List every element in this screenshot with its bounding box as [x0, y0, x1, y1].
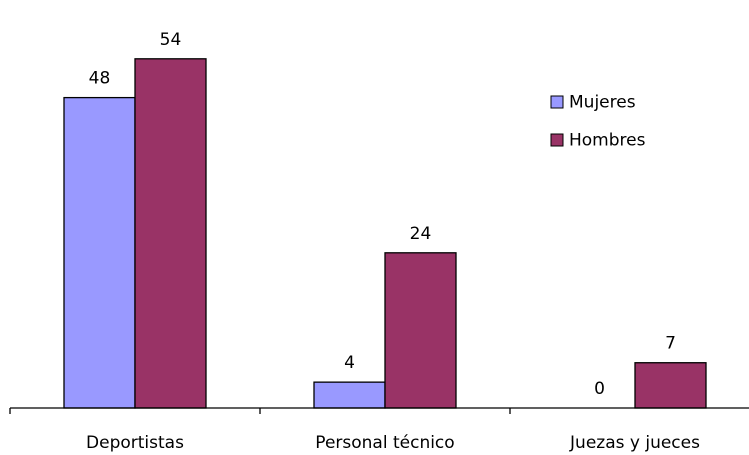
legend-swatch-hombres [550, 133, 564, 147]
data-label-hombres-0: 54 [160, 30, 182, 50]
bar-hombres-0 [134, 58, 207, 409]
legend-label-mujeres: Mujeres [569, 93, 636, 113]
data-label-mujeres-1: 4 [344, 353, 355, 373]
data-label-mujeres-0: 48 [89, 69, 111, 89]
bar-mujeres-1 [313, 381, 386, 409]
bar-hombres-2 [634, 362, 707, 409]
category-label-0: Deportistas [86, 433, 184, 453]
data-label-mujeres-2: 0 [594, 379, 605, 399]
legend-swatch-mujeres [550, 95, 564, 109]
x-axis [9, 407, 749, 414]
bar-mujeres-0 [63, 96, 136, 409]
data-label-hombres-2: 7 [665, 334, 676, 354]
category-label-1: Personal técnico [315, 433, 454, 453]
category-labels-layer: Deportistas Personal técnico Juezas y juec… [86, 433, 700, 453]
category-label-2: Juezas y jueces [569, 433, 700, 453]
data-label-hombres-1: 24 [410, 224, 432, 244]
bars-layer [63, 58, 707, 409]
legend: Mujeres Hombres [550, 93, 646, 151]
value-labels-layer: 48 54 4 24 0 7 [89, 30, 676, 399]
bar-hombres-1 [384, 252, 457, 409]
legend-label-hombres: Hombres [569, 131, 646, 151]
